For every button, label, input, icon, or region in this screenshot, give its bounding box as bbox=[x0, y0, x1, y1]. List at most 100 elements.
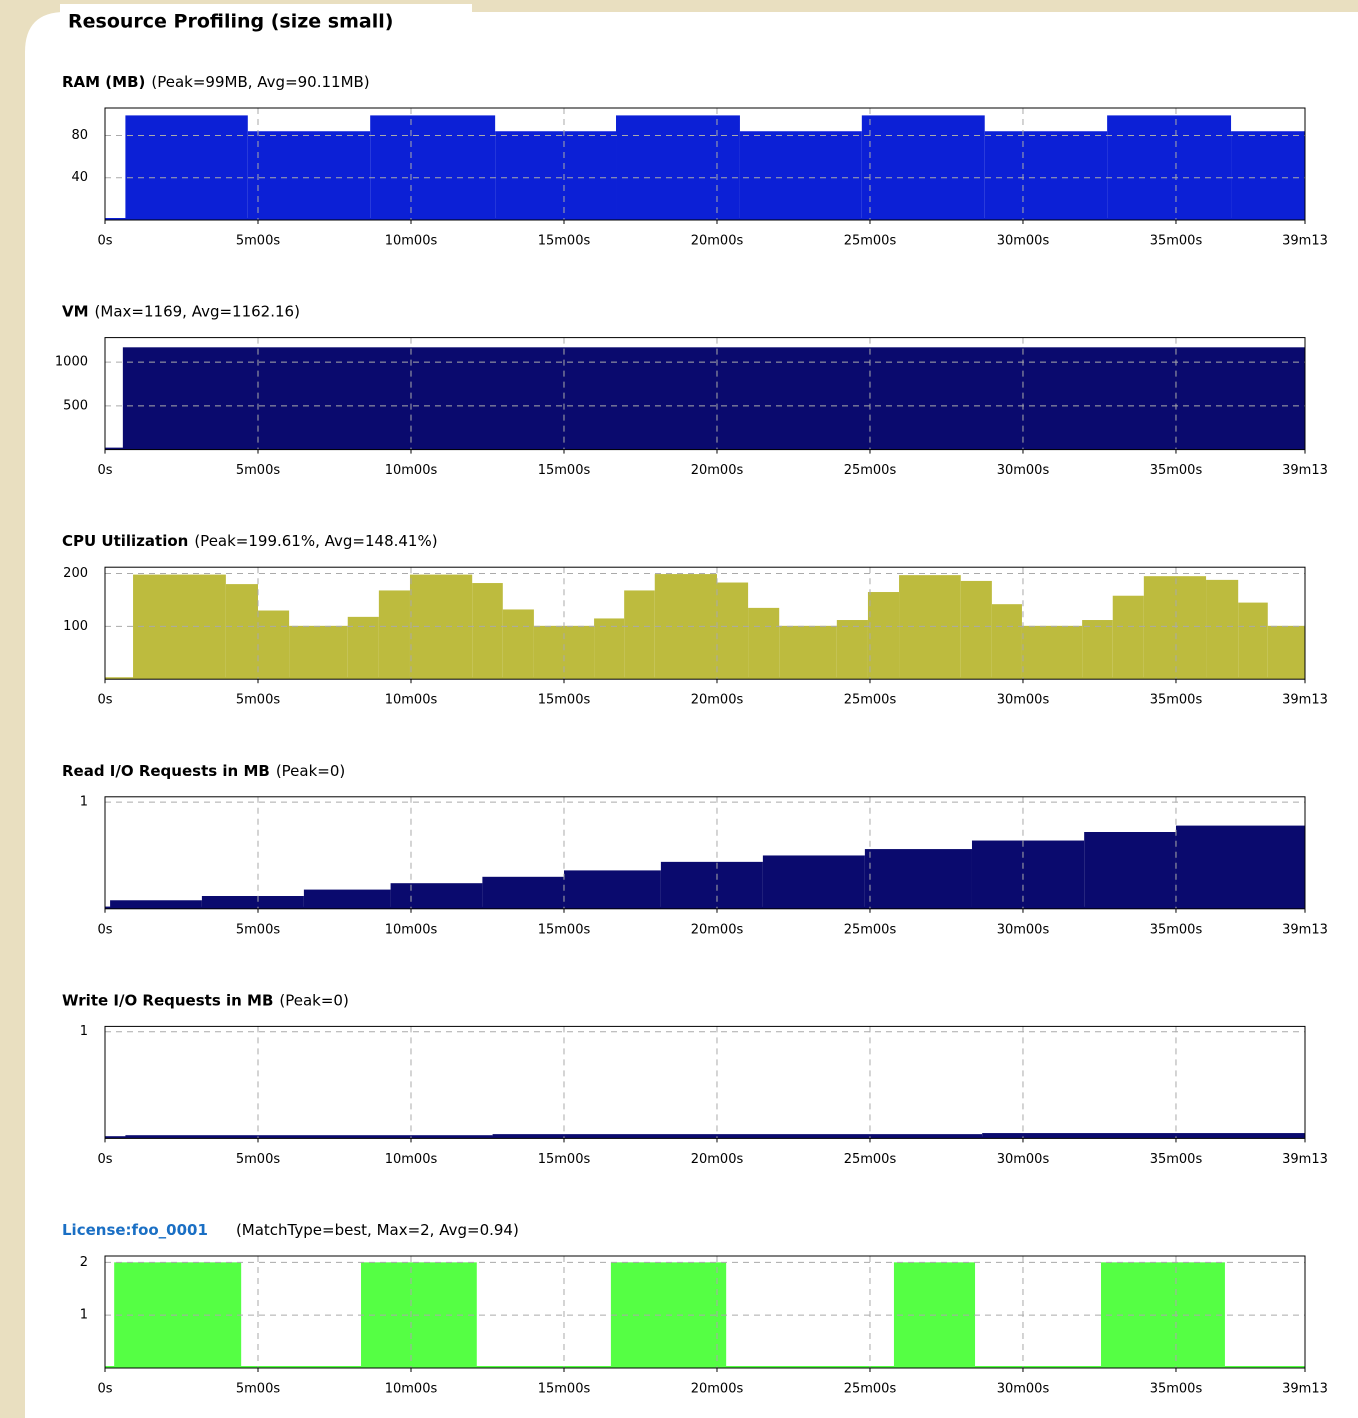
x-tick-label: 25m00s bbox=[844, 922, 897, 937]
x-tick-label: 20m00s bbox=[691, 1382, 744, 1397]
chart-subtitle: (MatchType=best, Max=2, Avg=0.94) bbox=[236, 1221, 519, 1239]
step-segment bbox=[1084, 832, 1176, 909]
x-tick-label: 30m00s bbox=[997, 693, 1050, 708]
x-tick-label: 35m00s bbox=[1150, 1152, 1203, 1167]
chart-title: CPU Utilization bbox=[62, 532, 188, 550]
step-segment bbox=[971, 840, 1085, 909]
x-tick-label: 35m00s bbox=[1150, 693, 1203, 708]
step-segment bbox=[836, 620, 868, 680]
x-tick-label: 20m00s bbox=[691, 234, 744, 249]
x-tick-label: 20m00s bbox=[691, 922, 744, 937]
plot-border bbox=[104, 107, 1306, 221]
x-tick-label: 25m00s bbox=[844, 234, 897, 249]
step-segment bbox=[1107, 115, 1232, 220]
y-tick-label: 1 bbox=[80, 1308, 88, 1323]
step-segment bbox=[748, 607, 780, 680]
x-tick-label: 10m00s bbox=[385, 693, 438, 708]
y-tick-label: 40 bbox=[71, 170, 88, 185]
step-segment bbox=[563, 870, 661, 909]
x-tick-label: 5m00s bbox=[236, 922, 280, 937]
license-link[interactable]: License:foo_0001 bbox=[62, 1221, 208, 1239]
x-tick-label: 25m00s bbox=[844, 1382, 897, 1397]
step-segment bbox=[739, 131, 862, 220]
step-segment bbox=[495, 131, 617, 220]
step-segment bbox=[201, 896, 304, 909]
x-tick-label: 39m13 bbox=[1282, 234, 1328, 249]
x-tick-label: 0s bbox=[97, 922, 112, 937]
x-tick-label: 20m00s bbox=[691, 1152, 744, 1167]
y-tick-label: 1000 bbox=[55, 355, 88, 370]
x-tick-label: 35m00s bbox=[1150, 463, 1203, 478]
step-segment bbox=[1082, 620, 1113, 680]
step-segment bbox=[409, 574, 473, 680]
step-segment bbox=[1021, 625, 1083, 680]
chart-subtitle: (Peak=99MB, Avg=90.11MB) bbox=[151, 73, 369, 91]
plot-border bbox=[104, 337, 1306, 451]
chart-heading: RAM (MB) (Peak=99MB, Avg=90.11MB) bbox=[62, 73, 370, 91]
chart-title: Read I/O Requests in MB bbox=[62, 761, 270, 779]
step-segment bbox=[247, 131, 371, 220]
x-tick-label: 25m00s bbox=[844, 1152, 897, 1167]
step-segment bbox=[502, 609, 534, 680]
step-segment bbox=[594, 618, 625, 680]
step-segment bbox=[105, 1136, 126, 1139]
step-segment bbox=[1238, 602, 1268, 680]
step-segment bbox=[289, 625, 348, 680]
step-segment bbox=[114, 1262, 242, 1368]
y-tick-label: 500 bbox=[63, 398, 88, 413]
x-tick-label: 30m00s bbox=[997, 463, 1050, 478]
step-segment bbox=[960, 580, 992, 680]
page-heading: Resource Profiling (size small) bbox=[68, 11, 393, 33]
plot-border bbox=[104, 1025, 1306, 1139]
x-tick-label: 15m00s bbox=[538, 463, 591, 478]
step-segment bbox=[390, 883, 483, 909]
step-segment bbox=[125, 115, 248, 220]
step-segment bbox=[303, 889, 391, 909]
chart-subtitle: (Peak=0) bbox=[279, 991, 348, 1009]
step-segment bbox=[133, 574, 226, 680]
x-tick-label: 15m00s bbox=[538, 234, 591, 249]
step-segment bbox=[110, 900, 202, 909]
x-tick-label: 0s bbox=[97, 1152, 112, 1167]
step-segment bbox=[492, 1134, 983, 1139]
x-tick-label: 5m00s bbox=[236, 1152, 280, 1167]
chart-title: VM bbox=[62, 302, 89, 320]
step-segment bbox=[779, 625, 837, 680]
y-tick-label: 1 bbox=[80, 795, 88, 810]
x-tick-label: 20m00s bbox=[691, 463, 744, 478]
x-tick-label: 0s bbox=[97, 234, 112, 249]
chart-subtitle: (Peak=199.61%, Avg=148.41%) bbox=[194, 532, 437, 550]
step-segment bbox=[654, 574, 717, 680]
x-tick-label: 39m13 bbox=[1282, 1152, 1328, 1167]
x-tick-label: 39m13 bbox=[1282, 922, 1328, 937]
x-tick-label: 10m00s bbox=[385, 922, 438, 937]
x-tick-label: 39m13 bbox=[1282, 1382, 1328, 1397]
chart-heading: Read I/O Requests in MB (Peak=0) bbox=[62, 761, 345, 779]
step-segment bbox=[991, 604, 1022, 680]
plot-border bbox=[104, 566, 1306, 680]
step-segment bbox=[982, 1133, 1305, 1139]
step-segment bbox=[1143, 576, 1207, 680]
step-segment bbox=[1231, 131, 1305, 220]
chart-heading: CPU Utilization (Peak=199.61%, Avg=148.41… bbox=[62, 532, 438, 550]
x-tick-label: 0s bbox=[97, 1382, 112, 1397]
step-segment bbox=[899, 575, 961, 680]
step-segment bbox=[482, 876, 564, 909]
x-tick-label: 10m00s bbox=[385, 1152, 438, 1167]
x-tick-label: 15m00s bbox=[538, 1152, 591, 1167]
chart-subtitle: (Peak=0) bbox=[276, 761, 345, 779]
x-tick-label: 0s bbox=[97, 463, 112, 478]
chart-title: Write I/O Requests in MB bbox=[62, 991, 273, 1009]
chart-subtitle: (Max=1169, Avg=1162.16) bbox=[95, 302, 300, 320]
step-segment bbox=[616, 115, 740, 220]
step-segment bbox=[125, 1135, 493, 1139]
x-tick-label: 20m00s bbox=[691, 693, 744, 708]
x-tick-label: 5m00s bbox=[236, 693, 280, 708]
x-tick-label: 15m00s bbox=[538, 1382, 591, 1397]
step-segment bbox=[105, 906, 111, 909]
x-tick-label: 39m13 bbox=[1282, 463, 1328, 478]
x-tick-label: 30m00s bbox=[997, 1382, 1050, 1397]
step-segment bbox=[378, 590, 410, 680]
y-tick-label: 80 bbox=[71, 128, 88, 143]
